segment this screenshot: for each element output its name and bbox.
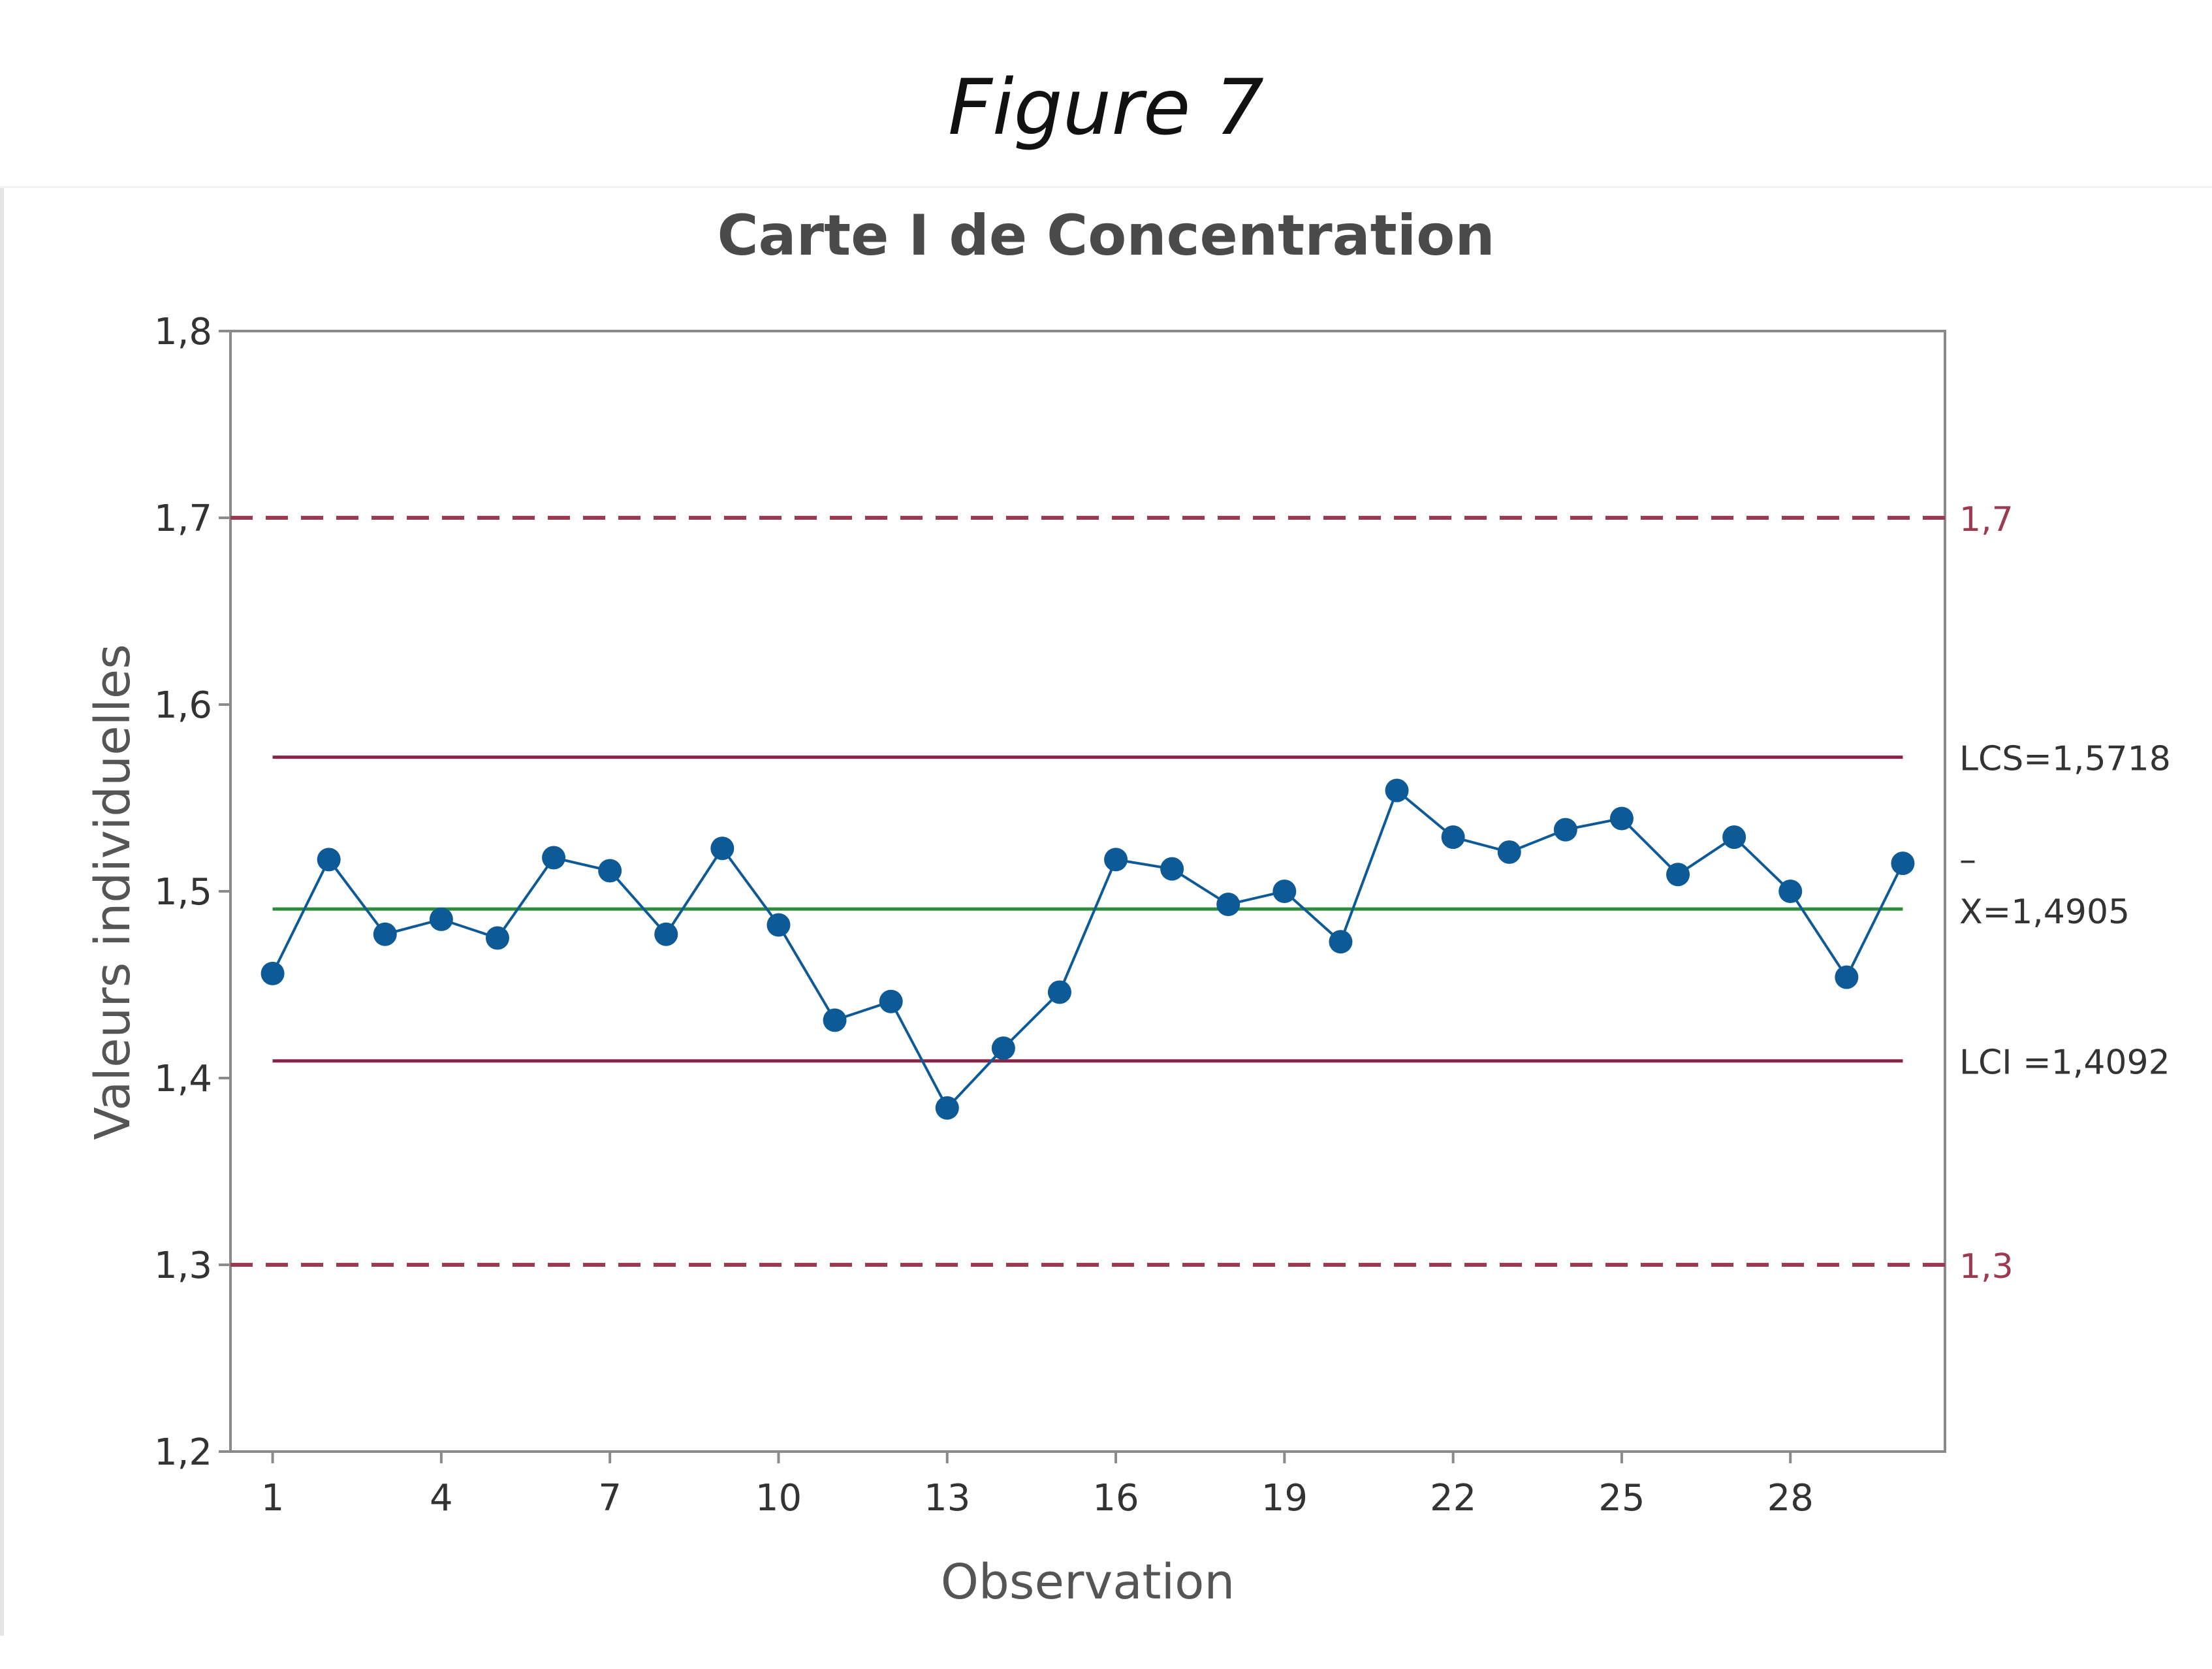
reference-labels: LCS=1,5718 – X=1,4905 LCI =1,4092 1,7 1,3 [1959, 500, 2171, 1286]
data-point [598, 859, 622, 883]
data-point [1497, 840, 1521, 864]
y-axis-label: Valeurs individuelles [85, 644, 141, 1140]
y-tick-label: 1,3 [154, 1245, 212, 1287]
data-point [991, 1036, 1015, 1060]
data-point [1047, 980, 1071, 1004]
x-tick-label: 22 [1430, 1477, 1476, 1519]
data-point [1272, 880, 1297, 903]
reference-lines [230, 516, 1945, 1267]
data-point [1835, 965, 1859, 989]
x-tick-label: 28 [1767, 1477, 1814, 1519]
series-line [271, 788, 1904, 1111]
x-tick-label: 4 [430, 1477, 453, 1519]
center-line-label: X=1,4905 [1959, 893, 2130, 932]
page-frame-left [0, 186, 4, 1636]
data-point [879, 989, 903, 1013]
control-limit-label: LCI =1,4092 [1959, 1043, 2170, 1083]
data-series [261, 778, 1915, 1120]
figure-label: Figure 7 [948, 62, 1264, 152]
y-tick-label: 1,5 [154, 871, 212, 914]
y-tick-label: 1,6 [154, 684, 212, 727]
y-tick-label: 1,4 [154, 1058, 212, 1100]
data-point [1722, 825, 1746, 850]
data-point [823, 1008, 847, 1032]
x-tick-label: 19 [1261, 1477, 1308, 1519]
data-point [654, 922, 678, 946]
plot-area [229, 330, 1946, 1453]
x-tick-label: 10 [755, 1477, 802, 1519]
data-point [1666, 863, 1690, 887]
spec-limit-label: 1,3 [1959, 1247, 2014, 1286]
x-tick-label: 7 [598, 1477, 622, 1519]
data-point [261, 961, 285, 985]
data-point [1891, 851, 1915, 876]
spec-limit-label: 1,7 [1959, 500, 2014, 539]
y-tick-label: 1,7 [154, 498, 212, 540]
data-point [1609, 806, 1634, 831]
data-point [1329, 930, 1353, 954]
data-point [1216, 893, 1240, 917]
data-point [1104, 848, 1128, 872]
data-point [317, 848, 341, 872]
y-axis: 1,2 1,3 1,4 1,5 1,6 1,7 1,8 [154, 311, 230, 1474]
data-point [1553, 818, 1577, 842]
data-point [1441, 825, 1465, 850]
data-point [1778, 880, 1803, 903]
x-tick-label: 25 [1598, 1477, 1645, 1519]
x-tick-label: 1 [261, 1477, 285, 1519]
x-tick-label: 16 [1092, 1477, 1139, 1519]
chart-title: Carte I de Concentration [717, 203, 1494, 268]
page-frame-top [0, 186, 2212, 188]
data-point [373, 922, 397, 946]
y-tick-label: 1,8 [154, 311, 212, 353]
data-point [710, 836, 735, 861]
data-point [429, 907, 453, 931]
data-point [1160, 857, 1184, 881]
data-point [542, 846, 566, 870]
data-point [935, 1096, 959, 1120]
data-point [766, 913, 791, 937]
x-axis: 1 4 7 10 13 16 19 22 25 28 [261, 1452, 1814, 1519]
x-axis-label: Observation [941, 1554, 1235, 1610]
x-tick-label: 13 [924, 1477, 970, 1519]
data-point [485, 926, 509, 950]
y-tick-label: 1,2 [154, 1431, 212, 1474]
control-limit-label: LCS=1,5718 [1959, 740, 2171, 779]
center-line-bar-label: – [1959, 840, 1976, 880]
data-point [1385, 778, 1409, 803]
